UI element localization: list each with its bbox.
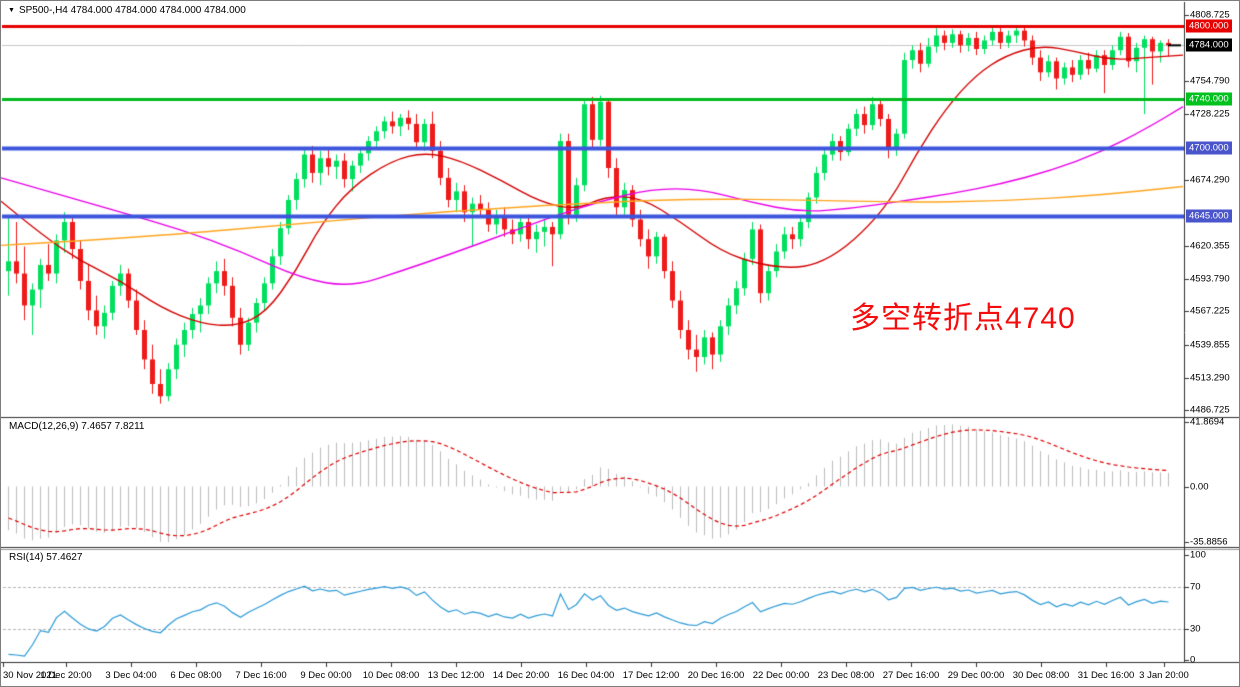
time-axis-label: 23 Dec 08:00 xyxy=(817,670,875,681)
symbol-dropdown-icon[interactable]: ▼ xyxy=(8,7,15,14)
macd-axis-tick: 41.8694 xyxy=(1190,416,1225,428)
time-axis-label: 16 Dec 04:00 xyxy=(557,670,615,681)
time-axis-label: 1 Dec 20:00 xyxy=(40,670,92,681)
time-axis-label: 6 Dec 08:00 xyxy=(170,670,222,681)
price-axis-tick: 4754.790 xyxy=(1190,75,1230,87)
price-axis-badge: 4784.000 xyxy=(1186,38,1232,52)
time-axis-label: 3 Jan 20:00 xyxy=(1139,670,1189,681)
price-axis-badge: 4700.000 xyxy=(1186,141,1232,155)
price-axis-tick: 4674.290 xyxy=(1190,174,1230,186)
symbol-header: ▼ SP500-,H4 4784.000 4784.000 4784.000 47… xyxy=(8,5,246,16)
macd-axis-tick: 0.00 xyxy=(1190,481,1209,492)
rsi-axis-tick: 100 xyxy=(1190,549,1206,561)
time-axis-label: 30 Nov 2021 xyxy=(3,670,57,681)
price-axis-badge: 4645.000 xyxy=(1186,209,1232,223)
price-axis-tick: 4513.290 xyxy=(1190,372,1230,383)
time-axis-label: 22 Dec 00:00 xyxy=(752,670,810,681)
price-axis-tick: 4620.355 xyxy=(1190,240,1230,252)
price-axis-tick: 4486.725 xyxy=(1190,404,1230,416)
rsi-axis-tick: 70 xyxy=(1190,581,1201,592)
time-axis-label: 20 Dec 16:00 xyxy=(687,670,745,681)
time-axis-label: 30 Dec 08:00 xyxy=(1012,670,1070,681)
macd-axis-tick: -35.8856 xyxy=(1190,536,1228,548)
macd-indicator-label: MACD(12,26,9) 7.4657 7.8211 xyxy=(9,421,145,432)
time-axis-label: 17 Dec 12:00 xyxy=(622,670,680,681)
time-axis-label: 29 Dec 00:00 xyxy=(947,670,1005,681)
time-axis-label: 10 Dec 08:00 xyxy=(362,670,420,681)
time-axis-label: 3 Dec 04:00 xyxy=(105,670,157,681)
price-axis-tick: 4593.790 xyxy=(1190,273,1230,285)
time-axis-label: 14 Dec 20:00 xyxy=(492,670,550,681)
price-axis-badge: 4740.000 xyxy=(1186,92,1232,106)
time-axis-label: 9 Dec 00:00 xyxy=(300,670,352,681)
rsi-axis-tick: 0 xyxy=(1190,654,1196,666)
price-axis-tick: 4728.225 xyxy=(1190,108,1230,120)
time-axis-label: 13 Dec 12:00 xyxy=(427,670,485,681)
price-axis-tick: 4567.225 xyxy=(1190,305,1230,317)
symbol-ohlc-line: SP500-,H4 4784.000 4784.000 4784.000 478… xyxy=(18,5,246,16)
pivot-annotation-text: 多空转折点4740 xyxy=(850,302,1076,335)
rsi-indicator-label: RSI(14) 57.4627 xyxy=(9,552,83,563)
price-axis-tick: 4808.725 xyxy=(1190,9,1230,21)
time-axis-label: 7 Dec 16:00 xyxy=(235,670,287,681)
time-axis-label: 31 Dec 16:00 xyxy=(1077,670,1135,681)
price-axis-badge: 4800.000 xyxy=(1186,19,1232,33)
time-axis-label: 27 Dec 16:00 xyxy=(882,670,940,681)
price-axis-tick: 4539.855 xyxy=(1190,339,1230,351)
rsi-axis-tick: 30 xyxy=(1190,623,1201,634)
